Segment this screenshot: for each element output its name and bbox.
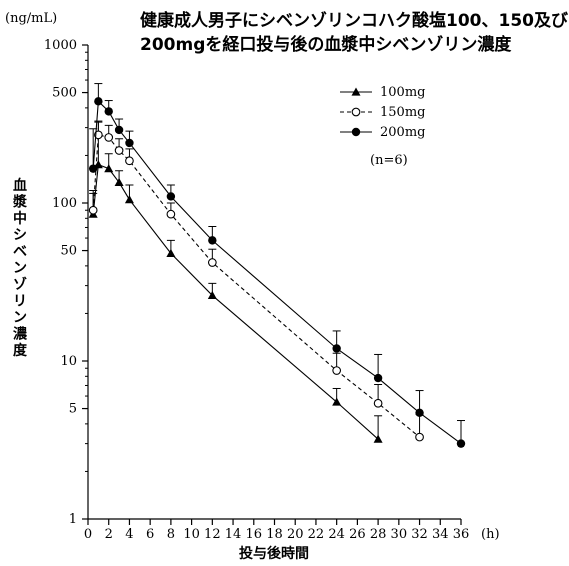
data-point (124, 195, 134, 204)
data-point (207, 258, 217, 267)
data-point (373, 434, 383, 443)
y-tick-label: 5 (69, 402, 77, 417)
data-point (166, 209, 176, 219)
data-point (104, 164, 114, 173)
series-100mg (88, 121, 383, 443)
y-tick-label: 50 (60, 244, 77, 259)
y-axis-label-char: 中 (13, 210, 27, 227)
x-tick-label: 32 (411, 527, 428, 542)
legend-label: 150mg (380, 105, 425, 120)
legend: 100mg 150mg 200mg (340, 85, 425, 140)
y-tick-label: 100 (52, 196, 77, 211)
x-tick-label: 30 (391, 527, 408, 542)
series-200mg (88, 83, 466, 448)
x-tick-label: 10 (183, 527, 200, 542)
y-tick-label: 1 (69, 512, 77, 527)
data-point (415, 408, 424, 418)
legend-label: 200mg (380, 125, 425, 140)
legend-marker (351, 107, 361, 117)
x-tick-label: 24 (328, 527, 345, 542)
y-tick-label: 10 (60, 354, 77, 369)
y-tick-label: 1000 (44, 38, 77, 53)
chart-title-line2: 200mgを経口投与後の血漿中シベンゾリン濃度 (140, 34, 512, 55)
y-axis-label-char: 度 (13, 342, 28, 359)
data-point (114, 146, 124, 155)
y-axis-label-char: 漿 (12, 194, 28, 211)
y-axis-label-char: ン (13, 261, 27, 277)
data-point (114, 125, 124, 135)
data-point (456, 439, 466, 448)
x-axis-label: 投与後時間 (239, 545, 309, 562)
x-tick-label: 4 (125, 527, 133, 542)
legend-marker (351, 127, 361, 137)
data-point (94, 97, 103, 106)
x-tick-label: 0 (84, 527, 92, 542)
x-tick-label: 12 (204, 527, 221, 542)
data-point (207, 290, 217, 300)
y-axis-label-char: 濃 (13, 326, 28, 343)
x-tick-label: 16 (246, 527, 263, 542)
x-tick-label: 8 (167, 527, 175, 542)
y-axis-label-char: リ (13, 294, 27, 310)
data-point (208, 236, 217, 245)
plot-area (88, 83, 466, 448)
data-point (88, 205, 98, 215)
n-note: (n=6) (370, 153, 408, 168)
y-axis-label-char: ゾ (13, 276, 27, 293)
data-point (88, 164, 98, 173)
data-point (373, 373, 383, 383)
y-axis-unit: (ng/mL) (5, 11, 57, 26)
x-tick-label: 6 (146, 527, 154, 542)
x-tick-label: 28 (370, 527, 387, 542)
data-point (104, 107, 113, 116)
data-point (114, 177, 124, 187)
x-tick-label: 18 (266, 527, 283, 542)
data-point (332, 344, 341, 353)
data-point (373, 398, 383, 408)
data-point (125, 138, 134, 148)
data-point (166, 192, 176, 201)
data-point (125, 156, 134, 166)
data-point (332, 397, 342, 406)
y-axis-label-char: 血 (13, 177, 27, 194)
data-point (415, 432, 424, 442)
series-line (92, 134, 420, 438)
x-tick-label: 34 (432, 527, 449, 542)
x-tick-label: 22 (308, 527, 325, 542)
legend-marker (351, 87, 361, 96)
data-point (332, 366, 342, 375)
x-tick-label: 2 (105, 527, 113, 542)
y-axis-label-char: シ (13, 228, 27, 244)
series-line (92, 163, 379, 440)
series-150mg (88, 120, 424, 442)
data-point (104, 133, 114, 142)
x-tick-label: 36 (453, 527, 470, 542)
y-axis-label-char: ン (13, 310, 27, 326)
legend-label: 100mg (380, 85, 425, 100)
chart-title-line1: 健康成人男子にシベンゾリンコハク酸塩100、150及び (140, 10, 568, 31)
y-axis-label-char: ベ (13, 244, 27, 260)
x-tick-label: 20 (287, 527, 304, 542)
y-axis-label: 血漿中シベンゾリン濃度 (12, 177, 28, 359)
y-tick-label: 500 (52, 86, 77, 101)
x-axis-unit: (h) (481, 527, 500, 542)
x-tick-label: 14 (225, 527, 242, 542)
data-point (166, 248, 176, 257)
x-tick-label: 26 (349, 527, 366, 542)
